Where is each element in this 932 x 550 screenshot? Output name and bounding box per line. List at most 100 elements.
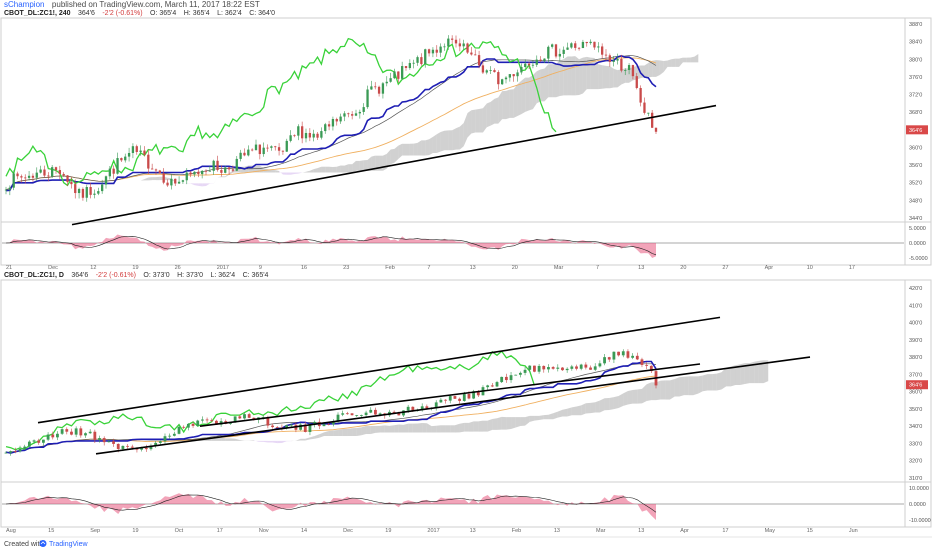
ichimoku-cloud-segment: [382, 153, 387, 171]
ichimoku-cloud-segment: [445, 425, 451, 433]
footer-brand[interactable]: TradingView: [49, 541, 88, 548]
candle-body: [89, 186, 92, 195]
ichimoku-cloud-segment: [436, 132, 441, 154]
candle-body: [551, 44, 554, 47]
candle-body: [154, 442, 158, 446]
candle-body: [27, 175, 31, 178]
price-tick-label: 368'0: [909, 110, 922, 116]
candle-body: [163, 436, 167, 442]
candle-body: [467, 394, 471, 399]
time-tick-label: 20: [512, 265, 518, 271]
osc-tick-label: -5.0000: [909, 256, 928, 262]
candle-body: [643, 102, 646, 113]
price-tick-label: 384'0: [909, 40, 922, 46]
candle-body: [489, 70, 492, 71]
candle-body: [266, 417, 270, 426]
candle-body: [101, 184, 104, 192]
candle-body: [32, 440, 36, 442]
price-tick-label: 360'0: [909, 390, 922, 396]
candle-body: [35, 172, 38, 178]
ichimoku-cloud-segment: [758, 360, 764, 384]
candle-body: [640, 359, 644, 365]
ichimoku-cloud-segment: [356, 160, 360, 171]
top-panel-frame: [0, 17, 932, 266]
ichimoku-cloud-segment: [235, 438, 240, 441]
candle-body: [24, 177, 27, 179]
candle-body: [166, 182, 169, 186]
time-tick-label: 19: [132, 528, 138, 534]
candle-body: [420, 57, 423, 65]
candle-body: [131, 146, 135, 154]
ichimoku-cloud-segment: [464, 422, 469, 432]
candle-body: [439, 399, 443, 403]
candle-body: [37, 440, 41, 443]
candle-body: [500, 376, 504, 383]
candle-body: [647, 112, 650, 114]
candle-body: [205, 419, 209, 421]
ichimoku-cloud-segment: [543, 414, 549, 420]
candle-body: [312, 133, 315, 138]
candle-body: [208, 170, 211, 172]
candle-body: [285, 140, 288, 152]
candle-body: [554, 44, 558, 57]
candle-body: [470, 52, 473, 55]
ichimoku-cloud-segment: [336, 165, 341, 173]
price-tag-label: 364'6: [909, 128, 922, 134]
candle-body: [277, 147, 281, 151]
candle-body: [4, 452, 8, 454]
candle-body: [493, 70, 496, 73]
candle-body: [247, 149, 250, 156]
candle-body: [631, 65, 635, 77]
candle-body: [196, 420, 200, 426]
ichimoku-cloud-segment: [679, 57, 683, 67]
ichimoku-cloud-segment: [716, 372, 722, 391]
candle-body: [54, 167, 58, 171]
candle-body: [215, 420, 218, 425]
ichimoku-cloud-segment: [595, 400, 600, 413]
candle-body: [331, 421, 335, 425]
author-link[interactable]: sChampion: [4, 0, 44, 9]
candle-body: [528, 365, 532, 370]
candle-body: [565, 368, 569, 371]
ichimoku-cloud-segment: [492, 418, 498, 430]
candle-body: [497, 72, 500, 85]
ichimoku-cloud-segment: [559, 59, 564, 96]
candle-body: [377, 86, 381, 94]
price-tick-label: 348'0: [909, 198, 922, 204]
ichimoku-cloud-segment: [408, 423, 413, 433]
ichimoku-cloud-segment: [338, 428, 343, 437]
ichimoku-cloud-segment: [277, 440, 282, 444]
candle-body: [4, 189, 8, 191]
candle-body: [603, 357, 606, 364]
candle-body: [584, 364, 588, 368]
ichimoku-cloud-segment: [482, 103, 487, 133]
ichimoku-cloud-segment: [319, 432, 324, 438]
candle-body: [370, 86, 373, 90]
ichimoku-cloud-segment: [417, 140, 422, 156]
candle-body: [285, 425, 288, 428]
ichimoku-cloud-segment: [659, 60, 664, 75]
candle-body: [177, 426, 181, 434]
candle-body: [189, 172, 192, 175]
ichimoku-cloud-segment: [515, 417, 521, 428]
candle-body: [51, 434, 55, 438]
ichimoku-cloud-segment: [305, 437, 310, 441]
candle-body: [149, 445, 153, 450]
time-tick-label: 17: [722, 528, 728, 534]
ichimoku-cloud-segment: [509, 89, 514, 118]
candle-body: [570, 366, 574, 369]
ichimoku-cloud-segment: [140, 179, 145, 181]
candle-body: [520, 66, 523, 73]
tradingview-logo-icon: [39, 540, 47, 547]
trendline: [199, 363, 701, 427]
candle-body: [558, 53, 561, 57]
candle-body: [79, 428, 83, 436]
candle-body: [624, 69, 627, 71]
time-tick-label: 26: [175, 265, 181, 271]
candle-body: [593, 366, 597, 370]
ichimoku-cloud-segment: [144, 177, 149, 181]
bottom-oscillator: 10.0000 0.0000 -10.0000: [2, 486, 931, 524]
ichimoku-cloud-segment: [473, 421, 479, 432]
candle-body: [627, 65, 631, 70]
ichimoku-cloud-segment: [663, 60, 668, 73]
